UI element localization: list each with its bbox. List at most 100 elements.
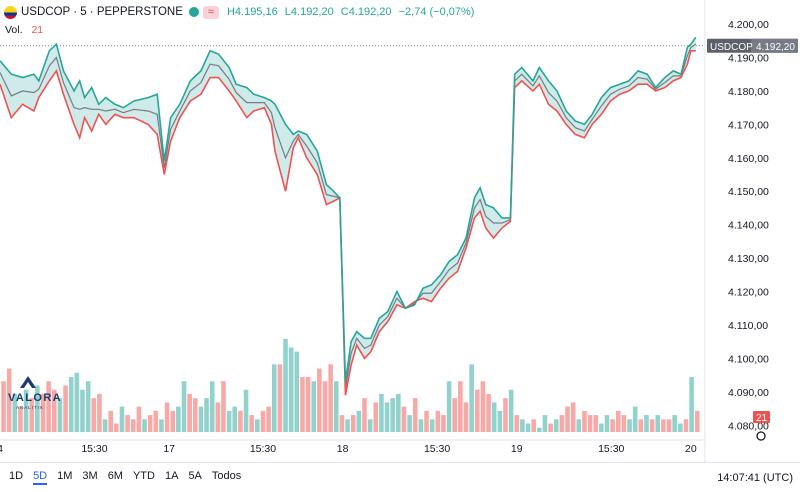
volume-bar-24: [137, 407, 142, 432]
clock[interactable]: 14:07:41 (UTC): [717, 472, 793, 484]
volume-bar-69: [390, 398, 395, 432]
volume-bar-38: [216, 402, 221, 432]
y-tick-label: 4.100,00: [728, 353, 769, 365]
volume-bar-42: [238, 411, 243, 432]
volume-bar-53: [300, 377, 305, 432]
volume-bar-117: [661, 419, 666, 432]
market-status-icon[interactable]: [189, 7, 199, 17]
volume-bar-71: [402, 407, 407, 432]
change-value: −2,74 (−0,07%): [399, 6, 475, 18]
volume-bar-46: [261, 411, 266, 432]
range-button-5d[interactable]: 5D: [33, 470, 47, 485]
volume-bar-120: [678, 424, 683, 432]
range-button-1a[interactable]: 1A: [165, 470, 178, 485]
range-button-ytd[interactable]: YTD: [133, 470, 155, 485]
logo-sub: ANALITIK: [16, 405, 44, 410]
series-upper-line: [0, 37, 696, 381]
x-tick-label: 20: [685, 443, 697, 455]
volume-bar-59: [334, 381, 339, 432]
volume-bar-29: [165, 402, 170, 432]
volume-bar-72: [407, 415, 412, 432]
volume-bar-62: [351, 415, 356, 432]
volume-bar-101: [571, 402, 576, 432]
volume-bar-73: [413, 398, 418, 432]
volume-bar-56: [317, 369, 322, 432]
volume-legend: Vol. 21: [5, 24, 43, 36]
volume-bar-55: [311, 381, 316, 432]
range-button-6m[interactable]: 6M: [108, 470, 123, 485]
ohlc-values: H4.195,16 L4.192,20 C4.192,20 −2,74 (−0,…: [227, 6, 475, 18]
volume-bar-32: [182, 381, 187, 432]
valora-logo: VALORA ANALITIK: [6, 372, 70, 412]
volume-bar-91: [514, 415, 519, 432]
volume-bar-13: [75, 373, 80, 432]
logo-name: VALORA: [8, 392, 62, 404]
volume-bar-119: [672, 415, 677, 432]
volume-bar-30: [170, 411, 175, 432]
y-tick-label: 4.140,00: [728, 220, 769, 232]
volume-bar-43: [244, 390, 249, 432]
volume-bar-97: [548, 424, 553, 432]
flag-icon: [4, 6, 17, 19]
volume-bar-112: [633, 407, 638, 432]
volume-bar-102: [577, 419, 582, 432]
volume-bar-22: [125, 415, 130, 432]
volume-bar-80: [452, 398, 457, 432]
volume-bar-27: [154, 411, 159, 432]
volume-bar-45: [255, 419, 260, 432]
range-buttons: 1D 5D 1M 3M 6M YTD 1A 5A Todos: [9, 470, 251, 485]
x-tick-label: 15:30: [250, 443, 276, 455]
volume-bar-23: [131, 419, 136, 432]
y-tick-label: 4.160,00: [728, 153, 769, 165]
x-tick-label: 4: [0, 443, 3, 455]
volume-bar-84: [475, 390, 480, 432]
volume-bar-47: [266, 407, 271, 432]
volume-bar-16: [91, 398, 96, 432]
volume-bar-19: [108, 411, 113, 432]
volume-bar-40: [227, 411, 232, 432]
volume-bar-54: [306, 377, 311, 432]
volume-bar-51: [289, 347, 294, 432]
volume-bar-106: [599, 424, 604, 432]
volume-bar-14: [80, 390, 85, 432]
volume-bar-49: [278, 364, 283, 432]
volume-bar-41: [232, 407, 237, 432]
volume-bar-79: [447, 381, 452, 432]
volume-bar-78: [441, 415, 446, 432]
y-tick-label: 4.130,00: [728, 253, 769, 265]
volume-bar-96: [543, 415, 548, 432]
volume-bar-26: [148, 415, 153, 432]
volume-bar-104: [588, 415, 593, 432]
volume-tag-value: 21: [756, 413, 768, 424]
volume-bar-34: [193, 398, 198, 432]
volume-bar-115: [650, 419, 655, 432]
volume-bar-37: [210, 381, 215, 432]
volume-bar-103: [582, 411, 587, 432]
volume-bar-76: [430, 419, 435, 432]
volume-bar-98: [554, 419, 559, 432]
volume-bar-77: [436, 411, 441, 432]
volume-bar-58: [328, 364, 333, 432]
range-button-todos[interactable]: Todos: [212, 470, 241, 485]
volume-bar-122: [689, 377, 694, 432]
volume-bar-111: [627, 419, 632, 432]
compare-badge[interactable]: ≈: [203, 6, 219, 19]
symbol-label[interactable]: USDCOP · 5 · PEPPERSTONE: [21, 6, 183, 18]
volume-bar-123: [695, 411, 700, 432]
volume-bar-93: [526, 424, 531, 432]
y-tick-label: 4.150,00: [728, 186, 769, 198]
volume-bar-92: [520, 419, 525, 432]
y-tick-label: 4.170,00: [728, 119, 769, 131]
range-button-5a[interactable]: 5A: [188, 470, 201, 485]
volume-bar-44: [249, 415, 254, 432]
price-chart[interactable]: 4.080,004.090,004.100,004.110,004.120,00…: [0, 0, 800, 462]
range-button-1m[interactable]: 1M: [57, 470, 72, 485]
volume-label: Vol.: [5, 24, 23, 36]
volume-bar-20: [114, 424, 119, 432]
volume-bar-25: [142, 419, 147, 432]
range-button-3m[interactable]: 3M: [82, 470, 97, 485]
volume-bar-85: [481, 381, 486, 432]
range-button-1d[interactable]: 1D: [9, 470, 23, 485]
volume-bar-75: [424, 411, 429, 432]
settings-icon[interactable]: [757, 432, 765, 440]
